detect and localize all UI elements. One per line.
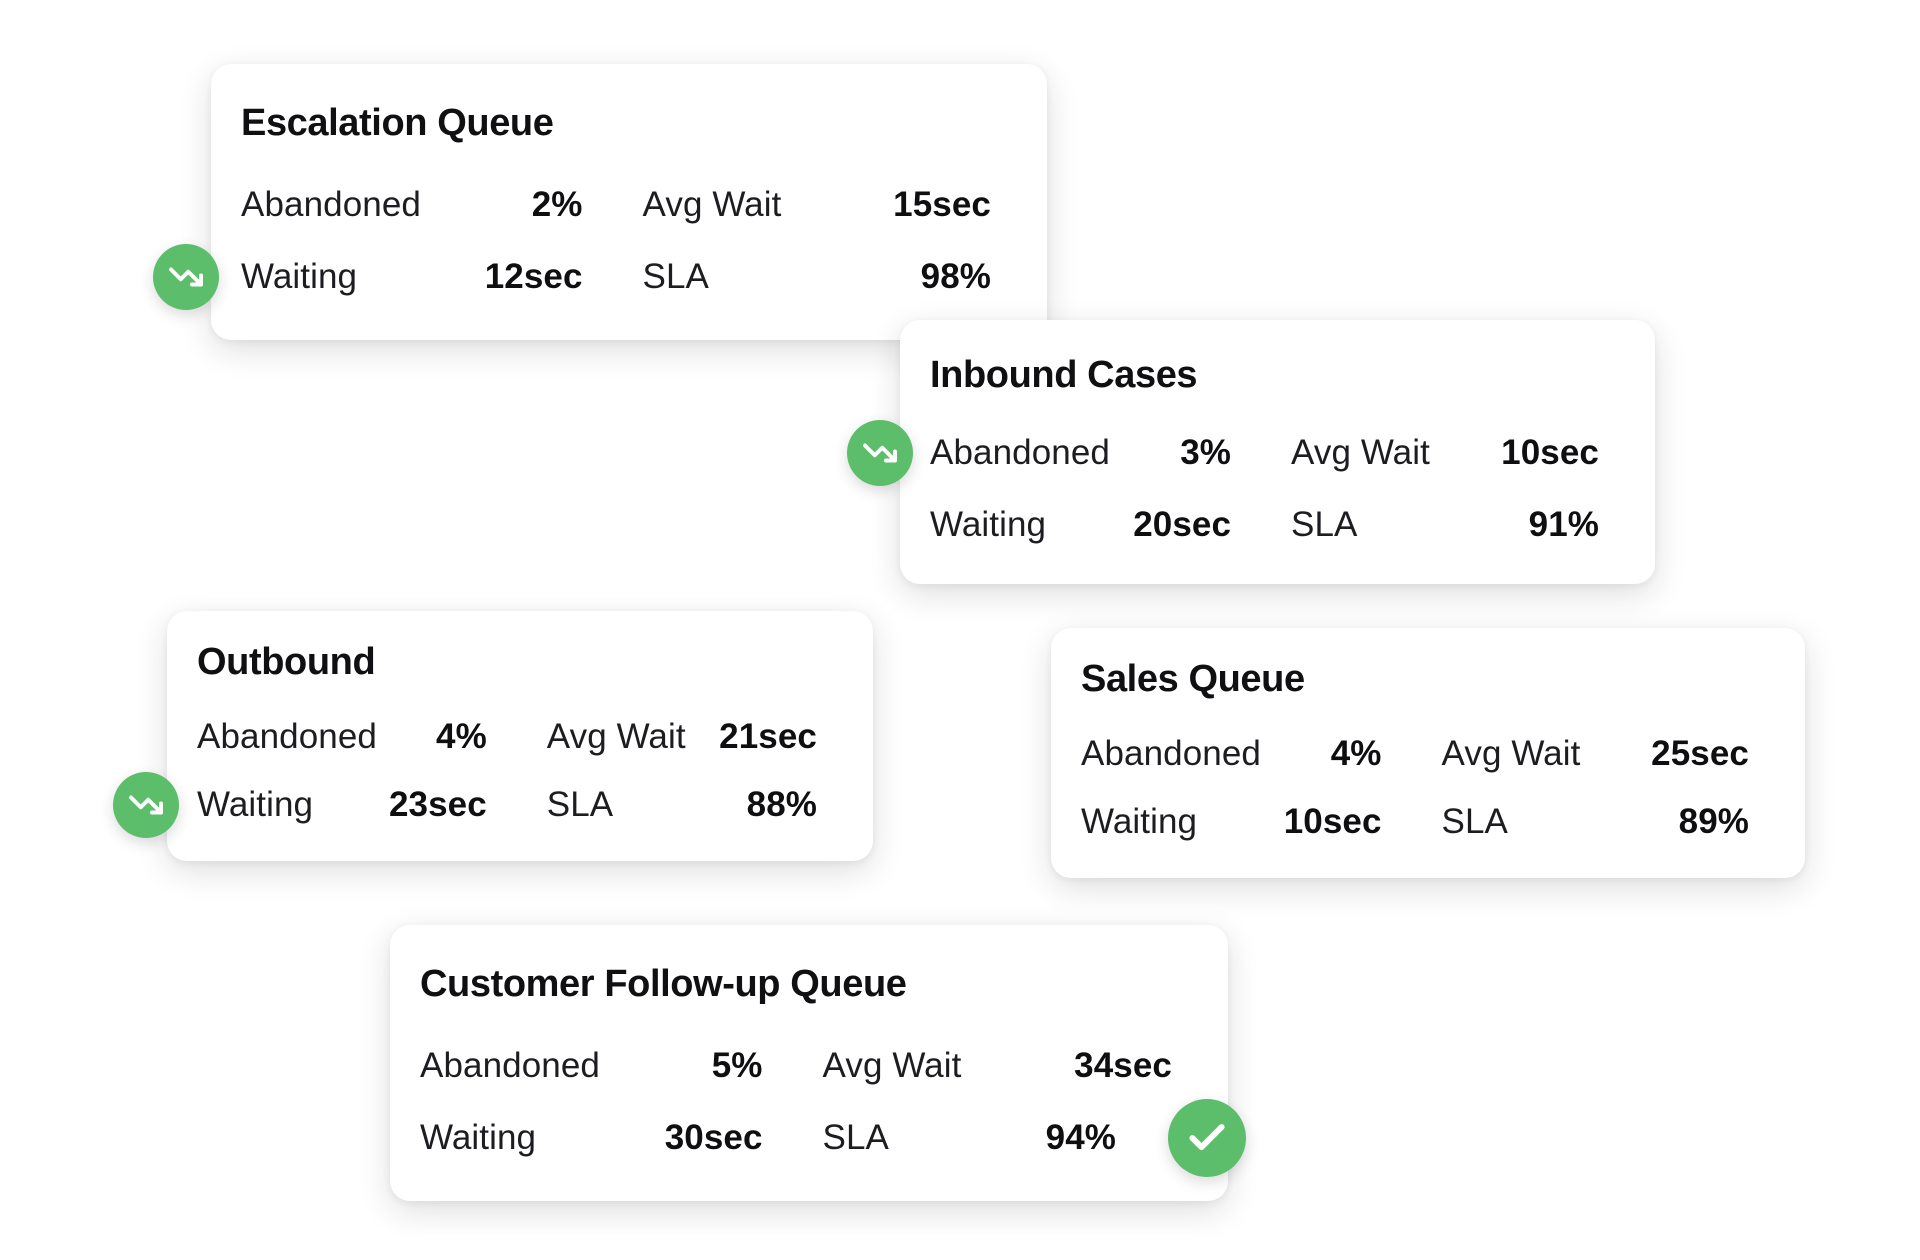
- stat-value: 20sec: [1133, 505, 1232, 544]
- stat-value: 4%: [436, 717, 487, 756]
- stat-value: 5%: [711, 1046, 763, 1085]
- stats-grid: Abandoned 4% Avg Wait 25sec Waiting 10se…: [1081, 726, 1749, 850]
- card-title: Escalation Queue: [241, 102, 554, 144]
- stat-label: Avg Wait: [1291, 433, 1430, 472]
- trending-down-icon: [847, 420, 913, 486]
- stats-grid: Abandoned 5% Avg Wait 34sec Waiting 30se…: [420, 1037, 1172, 1167]
- stats-grid: Abandoned 2% Avg Wait 15sec Waiting 12se…: [241, 176, 991, 306]
- stat-label: SLA: [1291, 505, 1358, 544]
- stat-value: 10sec: [1283, 802, 1382, 841]
- stat-label: Abandoned: [241, 185, 421, 224]
- stat-label: Waiting: [420, 1118, 537, 1157]
- stat-label: Waiting: [241, 257, 358, 296]
- stat-label: Avg Wait: [642, 185, 782, 224]
- card-title: Inbound Cases: [930, 354, 1198, 396]
- stats-grid: Abandoned 3% Avg Wait 10sec Waiting 20se…: [930, 424, 1599, 554]
- stat-value: 23sec: [388, 785, 487, 824]
- stat-value: 89%: [1678, 802, 1749, 841]
- card-title: Outbound: [197, 641, 376, 683]
- stat-value: 15sec: [893, 185, 991, 224]
- stat-label: Avg Wait: [546, 717, 686, 756]
- stat-label: SLA: [546, 785, 614, 824]
- stat-value: 34sec: [1074, 1046, 1172, 1085]
- stat-label: SLA: [822, 1118, 889, 1157]
- stat-value: 30sec: [664, 1118, 763, 1157]
- stat-label: Waiting: [197, 785, 314, 824]
- stat-value: 94%: [1045, 1118, 1116, 1157]
- stats-grid: Abandoned 4% Avg Wait 21sec Waiting 23se…: [197, 709, 817, 833]
- stat-value: 4%: [1330, 734, 1382, 773]
- trending-down-icon: [153, 244, 219, 310]
- stat-label: Waiting: [1081, 802, 1198, 841]
- queue-card-inbound[interactable]: Inbound Cases Abandoned 3% Avg Wait 10se…: [847, 320, 1655, 584]
- stat-label: Abandoned: [197, 717, 377, 756]
- stat-value: 3%: [1180, 433, 1232, 472]
- queue-card-escalation[interactable]: Escalation Queue Abandoned 2% Avg Wait 1…: [153, 64, 1047, 340]
- queue-card-outbound[interactable]: Outbound Abandoned 4% Avg Wait 21sec Wai…: [113, 611, 873, 861]
- check-circle-icon: [1168, 1099, 1246, 1177]
- stat-label: SLA: [1441, 802, 1508, 841]
- queue-card-sales[interactable]: Sales Queue Abandoned 4% Avg Wait 25sec …: [1051, 628, 1805, 878]
- stat-value: 91%: [1528, 505, 1599, 544]
- stat-value: 21sec: [719, 717, 817, 756]
- stat-label: Avg Wait: [822, 1046, 962, 1085]
- stat-value: 98%: [920, 257, 991, 296]
- stat-value: 25sec: [1651, 734, 1749, 773]
- stat-label: Abandoned: [420, 1046, 600, 1085]
- card-title: Sales Queue: [1081, 658, 1305, 700]
- stat-label: SLA: [642, 257, 709, 296]
- stat-label: Avg Wait: [1441, 734, 1581, 773]
- queue-card-customer-followup[interactable]: Customer Follow-up Queue Abandoned 5% Av…: [390, 925, 1246, 1201]
- trending-down-icon: [113, 772, 179, 838]
- card-title: Customer Follow-up Queue: [420, 963, 907, 1005]
- stat-value: 2%: [531, 185, 583, 224]
- stat-value: 88%: [746, 785, 817, 824]
- stat-label: Abandoned: [930, 433, 1110, 472]
- stat-label: Abandoned: [1081, 734, 1261, 773]
- stat-value: 12sec: [484, 257, 583, 296]
- stat-label: Waiting: [930, 505, 1047, 544]
- stat-value: 10sec: [1501, 433, 1599, 472]
